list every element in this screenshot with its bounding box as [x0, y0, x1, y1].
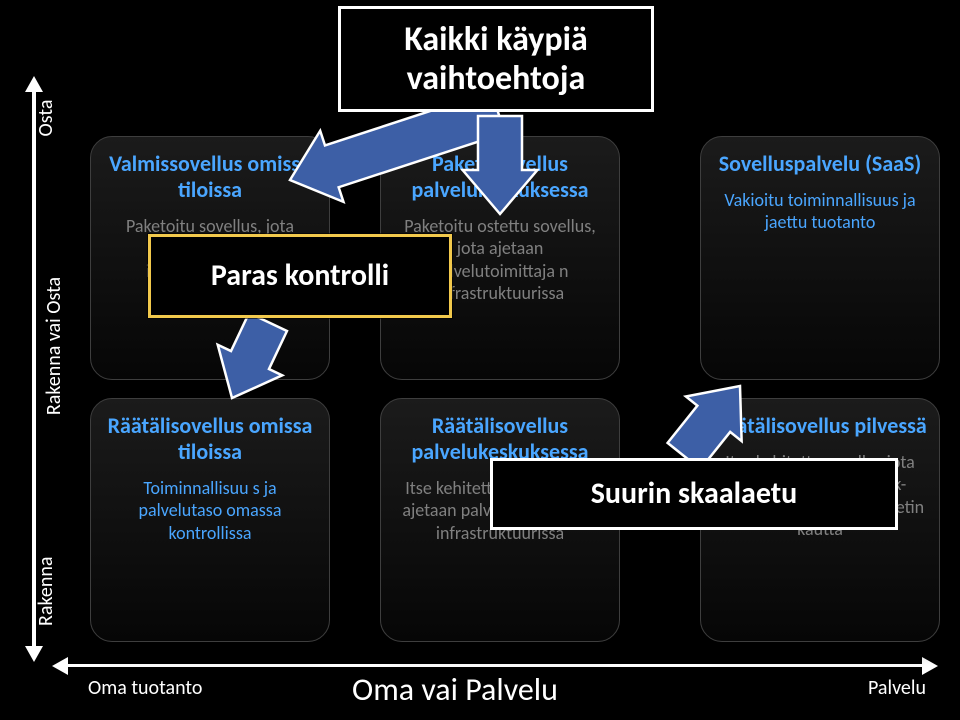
paras-kontrolli-label: Paras kontrolli [211, 259, 389, 294]
card-title: Pakettisovellus palvelukeskuksessa [393, 151, 607, 203]
card-body: Vakioitu toiminnallisuus ja jaettu tuota… [713, 189, 927, 234]
x-axis-left-label: Oma tuotanto [88, 676, 202, 700]
headline-line2: vaihtoehtoja [407, 58, 586, 99]
headline-line1: Kaikki käypiä [404, 19, 588, 60]
card-title: Räätälisovellus omissa tiloissa [103, 413, 317, 465]
y-axis-bottom-label: Rakenna [34, 586, 58, 626]
card-title: Sovelluspalvelu (SaaS) [713, 151, 927, 177]
x-axis [66, 664, 924, 667]
y-axis: Osta Rakenna vai Osta Rakenna [32, 90, 36, 648]
suurin-skaalaetu-box: Suurin skaalaetu [490, 458, 898, 530]
y-axis-mid-label: Rakenna vai Osta [42, 236, 66, 456]
x-axis-mid-label: Oma vai Palvelu [352, 670, 558, 709]
card-r0c2: Sovelluspalvelu (SaaS) Vakioitu toiminnal… [700, 136, 940, 380]
paras-kontrolli-box: Paras kontrolli [148, 234, 452, 318]
card-r1c0: Räätälisovellus omissa tiloissa Toiminnal… [90, 398, 330, 642]
card-title: Räätälisovellus pilvessä [713, 413, 927, 439]
card-title: Valmissovellus omissa tiloissa [103, 151, 317, 203]
card-body: Toiminnallisuu s ja palvelutaso omassa k… [103, 477, 317, 545]
suurin-skaalaetu-label: Suurin skaalaetu [591, 477, 797, 512]
headline-box: Kaikki käypiä vaihtoehtoja [338, 6, 654, 112]
y-axis-top-label: Osta [34, 98, 58, 138]
x-axis-right-label: Palvelu [868, 676, 926, 700]
